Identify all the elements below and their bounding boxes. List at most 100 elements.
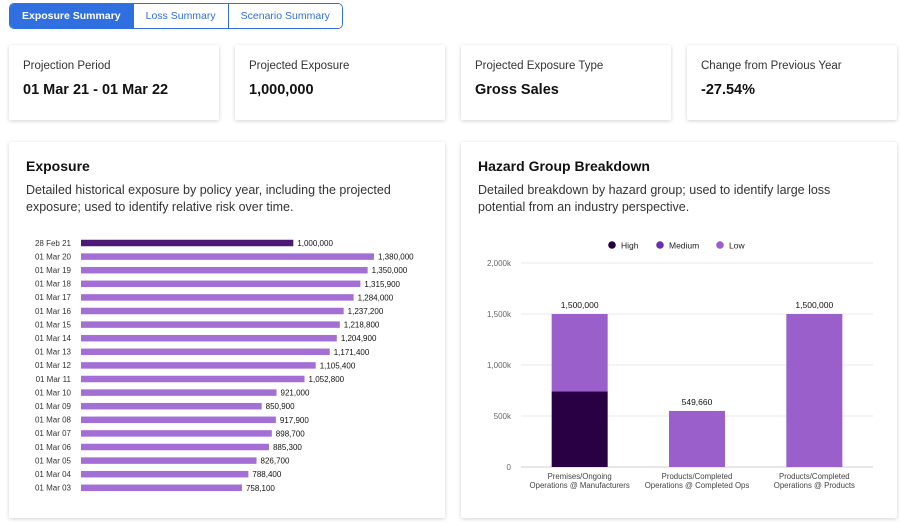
stat-card-projection-period: Projection Period 01 Mar 21 - 01 Mar 22 bbox=[9, 45, 219, 120]
exposure-value-label: 788,400 bbox=[252, 470, 281, 479]
exposure-panel: Exposure Detailed historical exposure by… bbox=[9, 142, 445, 518]
exposure-bar bbox=[81, 348, 330, 356]
hazard-panel: Hazard Group Breakdown Detailed breakdow… bbox=[461, 142, 897, 518]
stat-value: 1,000,000 bbox=[249, 82, 314, 98]
panel-title: Hazard Group Breakdown bbox=[478, 158, 650, 174]
bar-total-label: 1,500,000 bbox=[561, 300, 599, 310]
legend-high-marker bbox=[608, 241, 616, 249]
exposure-value-label: 1,315,900 bbox=[364, 280, 400, 289]
exposure-bar bbox=[81, 362, 316, 369]
exposure-value-label: 1,204,900 bbox=[341, 334, 377, 343]
exposure-value-label: 1,350,000 bbox=[372, 266, 408, 275]
exposure-value-label: 1,237,200 bbox=[348, 307, 384, 316]
stat-label: Projected Exposure bbox=[249, 60, 350, 72]
exposure-category-label: 01 Mar 08 bbox=[35, 416, 72, 425]
legend-high-label: High bbox=[621, 241, 639, 251]
bar-low bbox=[786, 314, 843, 467]
x-category-label: Operations @ Products bbox=[774, 481, 855, 490]
exposure-value-label: 1,000,000 bbox=[297, 239, 333, 248]
exposure-category-label: 01 Mar 06 bbox=[35, 443, 72, 452]
exposure-category-label: 01 Mar 15 bbox=[35, 320, 72, 329]
legend-low-label: Low bbox=[729, 241, 745, 251]
y-tick-label: 500k bbox=[494, 412, 512, 421]
bar-total-label: 549,660 bbox=[682, 397, 713, 407]
exposure-bar bbox=[81, 402, 262, 410]
stat-label: Projected Exposure Type bbox=[475, 60, 604, 72]
tab-exposure-summary[interactable]: Exposure Summary bbox=[10, 4, 134, 28]
y-tick-label: 0 bbox=[507, 463, 512, 472]
exposure-bar bbox=[81, 239, 294, 247]
exposure-bar bbox=[81, 443, 269, 451]
exposure-category-label: 01 Mar 07 bbox=[35, 429, 72, 438]
exposure-bar bbox=[81, 253, 374, 260]
legend-medium-label: Medium bbox=[669, 241, 699, 251]
exposure-value-label: 885,300 bbox=[273, 443, 302, 452]
legend-low-marker bbox=[716, 241, 724, 249]
panel-title: Exposure bbox=[26, 158, 90, 174]
hazard-chart: High Medium Low 0 500k 1,000k 1,500k 2,000k 1,50… bbox=[487, 241, 873, 490]
bar-total-label: 1,500,000 bbox=[795, 300, 833, 310]
exposure-value-label: 1,105,400 bbox=[320, 361, 356, 370]
x-category-label: Operations @ Manufacturers bbox=[530, 481, 630, 490]
exposure-value-label: 1,171,400 bbox=[334, 348, 370, 357]
exposure-category-label: 01 Mar 10 bbox=[35, 388, 72, 397]
exposure-bar bbox=[81, 334, 337, 342]
exposure-value-label: 850,900 bbox=[266, 402, 295, 411]
exposure-category-label: 01 Mar 18 bbox=[35, 280, 72, 289]
exposure-bar bbox=[81, 307, 344, 315]
stat-card-projected-exposure: Projected Exposure 1,000,000 bbox=[235, 45, 445, 120]
exposure-category-label: 01 Mar 16 bbox=[35, 307, 72, 316]
bar-high bbox=[551, 391, 608, 467]
x-category-label: Premises/Ongoing bbox=[548, 472, 612, 481]
exposure-bar bbox=[81, 389, 277, 396]
tab-loss-summary[interactable]: Loss Summary bbox=[133, 4, 229, 28]
exposure-category-label: 01 Mar 05 bbox=[35, 456, 72, 465]
exposure-category-label: 01 Mar 17 bbox=[35, 293, 72, 302]
bar-low bbox=[669, 410, 725, 467]
exposure-category-label: 01 Mar 13 bbox=[35, 348, 72, 357]
bar-low bbox=[551, 314, 608, 392]
legend-medium-marker bbox=[656, 241, 664, 249]
exposure-value-label: 826,700 bbox=[261, 457, 290, 466]
exposure-category-label: 28 Feb 21 bbox=[35, 239, 72, 248]
exposure-bar bbox=[81, 416, 276, 424]
y-tick-label: 2,000k bbox=[487, 259, 512, 268]
exposure-category-label: 01 Mar 12 bbox=[35, 361, 72, 370]
exposure-category-label: 01 Mar 14 bbox=[35, 334, 72, 343]
exposure-bar bbox=[81, 470, 249, 478]
exposure-value-label: 921,000 bbox=[281, 389, 310, 398]
exposure-value-label: 1,284,000 bbox=[358, 293, 394, 302]
exposure-chart: 28 Feb 21 1,000,000 01 Mar 20 1,380,000 01 M… bbox=[35, 239, 414, 493]
stat-label: Change from Previous Year bbox=[701, 60, 842, 72]
exposure-bar bbox=[81, 321, 340, 328]
exposure-bar bbox=[81, 484, 242, 492]
panel-description: Detailed breakdown by hazard group; used… bbox=[478, 183, 831, 214]
y-tick-label: 1,000k bbox=[487, 361, 512, 370]
x-category-label: Products/Completed bbox=[662, 472, 733, 481]
exposure-bar bbox=[81, 375, 305, 383]
exposure-bar bbox=[81, 430, 272, 437]
stat-card-exposure-type: Projected Exposure Type Gross Sales bbox=[461, 45, 671, 120]
exposure-category-label: 01 Mar 03 bbox=[35, 484, 72, 493]
stat-label: Projection Period bbox=[23, 60, 111, 72]
x-category-label: Products/Completed bbox=[779, 472, 850, 481]
exposure-value-label: 917,900 bbox=[280, 416, 309, 425]
exposure-category-label: 01 Mar 19 bbox=[35, 266, 72, 275]
exposure-value-label: 1,052,800 bbox=[309, 375, 345, 384]
exposure-category-label: 01 Mar 20 bbox=[35, 252, 72, 261]
exposure-category-label: 01 Mar 04 bbox=[35, 470, 72, 479]
exposure-value-label: 1,218,800 bbox=[344, 321, 380, 330]
stat-value: -27.54% bbox=[701, 82, 756, 98]
exposure-category-label: 01 Mar 09 bbox=[35, 402, 72, 411]
summary-tabs: Exposure Summary Loss Summary Scenario S… bbox=[9, 3, 343, 29]
y-tick-label: 1,500k bbox=[487, 310, 512, 319]
stat-card-change-previous-year: Change from Previous Year -27.54% bbox=[687, 45, 897, 120]
tab-scenario-summary[interactable]: Scenario Summary bbox=[228, 4, 342, 28]
panel-description: Detailed historical exposure by policy y… bbox=[26, 183, 391, 214]
exposure-value-label: 898,700 bbox=[276, 429, 305, 438]
exposure-bar bbox=[81, 457, 257, 464]
exposure-value-label: 758,100 bbox=[246, 484, 275, 493]
stat-value: Gross Sales bbox=[475, 82, 559, 98]
exposure-bar bbox=[81, 280, 361, 288]
exposure-bar bbox=[81, 294, 354, 301]
